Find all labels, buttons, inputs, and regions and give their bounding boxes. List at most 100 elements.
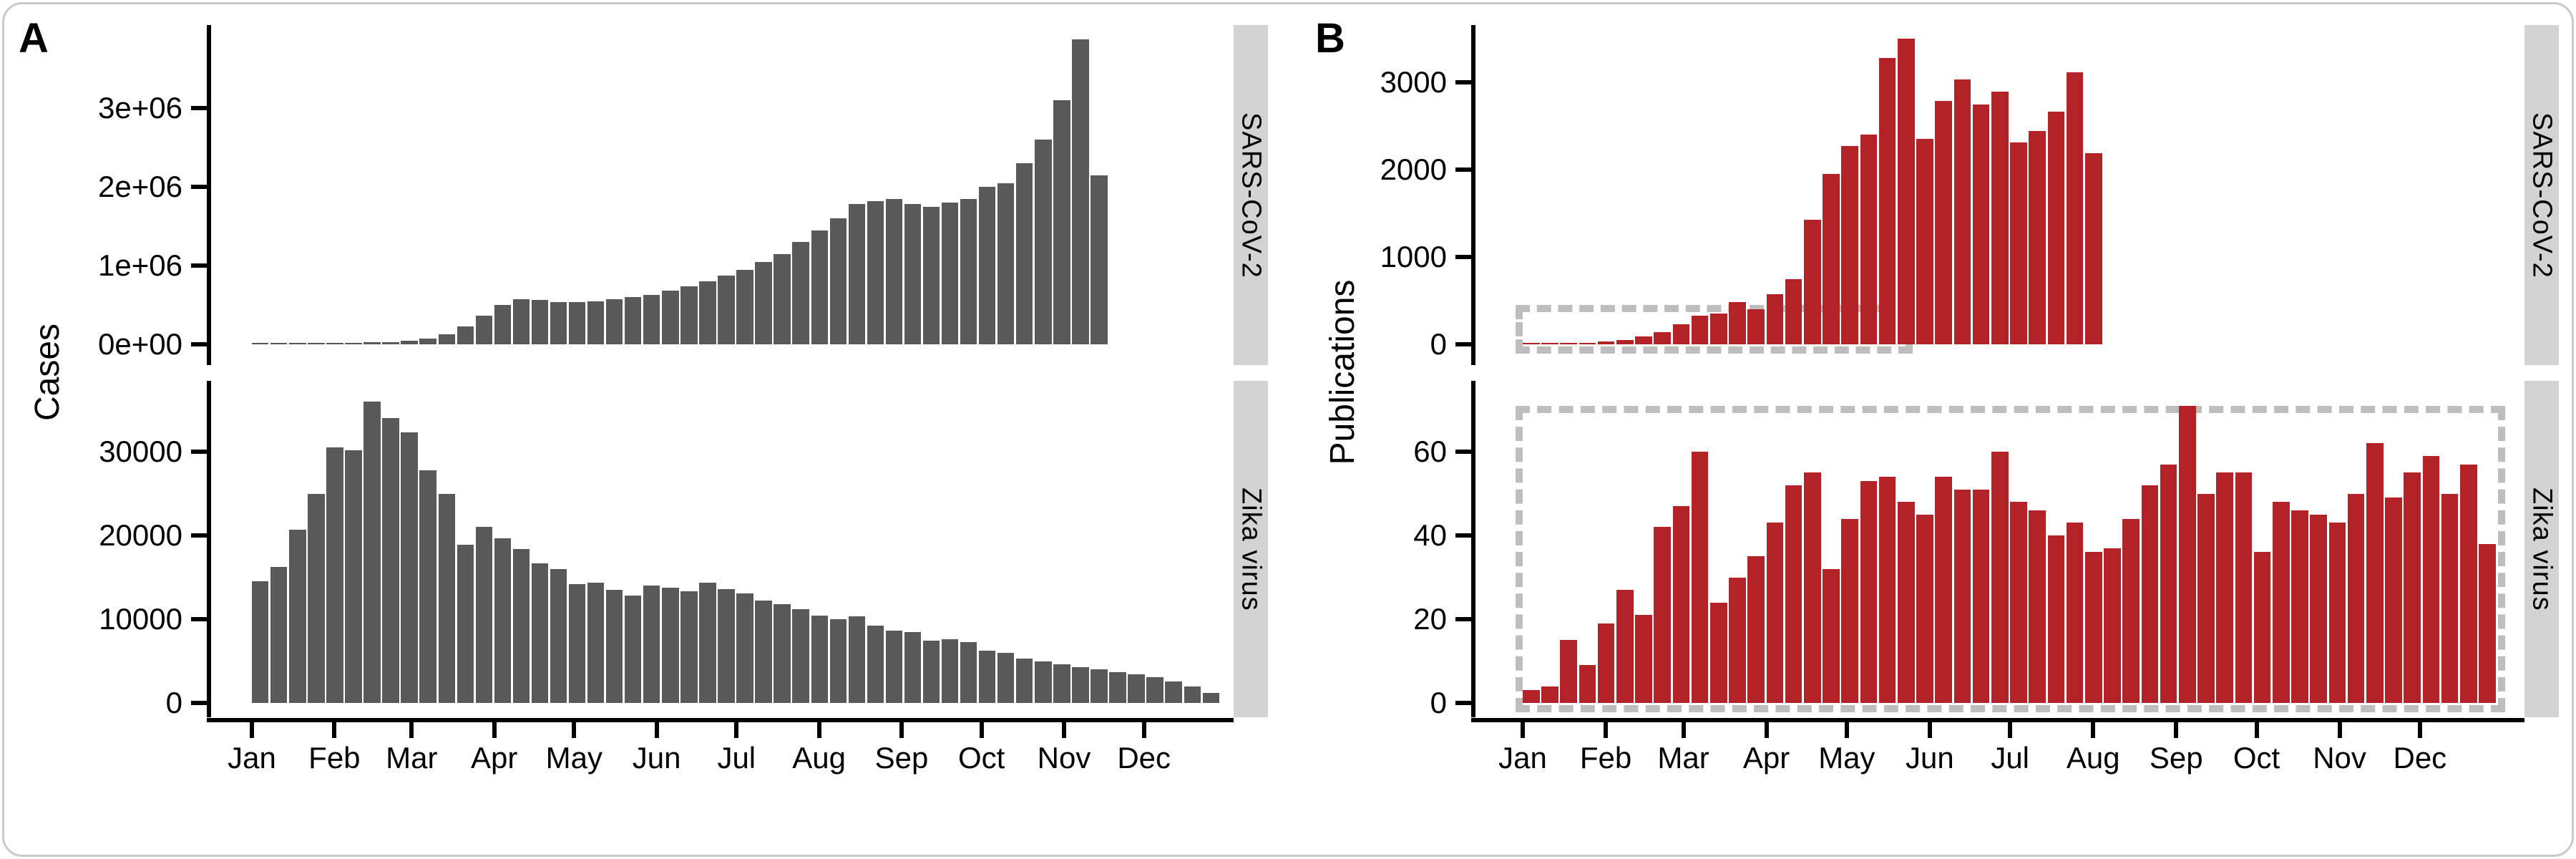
bar-b-zika-virus-week-27 [2010,502,2027,703]
bar-a-sars-cov-2-week-46 [1091,175,1108,344]
bar-a-zika-virus-week-32 [829,619,847,703]
bar-a-sars-cov-2-week-9 [401,341,418,344]
bar-b-sars-cov-2-week-1 [1523,342,1540,344]
bar-a-zika-virus-week-43 [1035,661,1052,703]
bar-a-zika-virus-week-40 [978,651,996,703]
bar-b-sars-cov-2-week-27 [2010,142,2027,344]
x-tick-panel-b-jul [2008,722,2013,738]
bar-a-zika-virus-week-49 [1146,676,1163,703]
bar-a-zika-virus-week-44 [1053,664,1070,703]
y-tick-label-b-sars-cov-2-2000: 2000 [1380,152,1447,186]
y-tick-b-zika-virus-0 [1455,701,1471,705]
bar-a-zika-virus-week-1 [252,581,269,703]
y-tick-label-b-sars-cov-2-3000: 3000 [1380,65,1447,99]
bar-a-sars-cov-2-week-8 [382,341,399,344]
bar-a-zika-virus-week-35 [885,631,903,703]
x-tick-label-panel-a-jul: Jul [717,741,756,775]
bar-a-sars-cov-2-week-7 [364,342,381,344]
bar-a-zika-virus-week-16 [531,563,549,703]
bar-a-sars-cov-2-week-33 [848,204,866,344]
x-tick-label-panel-a-may: May [545,741,602,775]
x-tick-panel-a-nov [1062,722,1067,738]
y-tick-b-sars-cov-2-3000 [1455,80,1471,84]
bar-a-sars-cov-2-week-43 [1035,140,1052,344]
facet-strip-label-b-zika-virus: Zika virus [2527,487,2557,611]
x-tick-label-panel-b-jun: Jun [1906,741,1954,775]
y-tick-label-b-zika-virus-60: 60 [1413,435,1447,468]
bar-a-zika-virus-week-17 [550,568,567,703]
bar-a-zika-virus-week-25 [699,582,716,703]
y-tick-label-a-sars-cov-2-2000000: 2e+06 [98,170,182,203]
bar-a-sars-cov-2-week-34 [867,200,884,344]
bar-a-zika-virus-week-52 [1202,692,1219,703]
x-tick-label-panel-b-dec: Dec [2393,741,2447,775]
bar-b-sars-cov-2-week-17 [1823,174,1840,344]
bar-b-zika-virus-week-21 [1898,502,1915,703]
x-tick-label-panel-a-mar: Mar [386,741,438,775]
bar-b-sars-cov-2-week-10 [1691,315,1709,344]
bar-a-zika-virus-week-22 [643,586,660,703]
bar-b-sars-cov-2-week-13 [1747,309,1765,344]
bar-b-zika-virus-week-8 [1654,527,1671,703]
facet-strip-label-a-sars-cov-2: SARS-CoV-2 [1236,112,1267,278]
bar-b-zika-virus-week-4 [1579,665,1596,703]
bar-b-sars-cov-2-week-9 [1672,324,1690,344]
bar-a-zika-virus-week-15 [512,548,530,703]
bar-b-sars-cov-2-week-31 [2085,152,2102,344]
x-tick-panel-b-sep [2174,722,2179,738]
x-tick-panel-a-feb [332,722,337,738]
bar-a-sars-cov-2-week-45 [1072,39,1089,344]
x-tick-panel-b-nov [2337,722,2342,738]
x-tick-panel-b-aug [2091,722,2096,738]
bar-b-zika-virus-week-52 [2479,543,2496,703]
bar-b-sars-cov-2-week-14 [1766,294,1784,344]
x-tick-panel-a-mar [409,722,414,738]
bar-a-sars-cov-2-week-25 [699,281,716,344]
bar-b-zika-virus-week-28 [2029,510,2046,703]
bar-a-zika-virus-week-14 [494,538,512,703]
bar-a-sars-cov-2-week-21 [625,297,642,344]
bar-a-sars-cov-2-week-41 [997,183,1015,344]
bar-a-sars-cov-2-week-14 [494,305,512,344]
x-tick-label-panel-b-apr: Apr [1742,741,1790,775]
bar-a-sars-cov-2-week-44 [1053,100,1070,344]
bar-a-sars-cov-2-week-38 [941,203,959,344]
x-tick-panel-a-may [572,722,577,738]
bar-b-sars-cov-2-week-11 [1710,314,1727,344]
bar-a-sars-cov-2-week-24 [680,286,698,344]
bar-b-sars-cov-2-week-6 [1616,339,1634,344]
bar-b-zika-virus-week-12 [1729,577,1746,703]
bar-a-sars-cov-2-week-16 [531,300,549,344]
y-tick-a-zika-virus-30000 [191,450,207,454]
bar-b-sars-cov-2-week-19 [1860,135,1878,344]
bar-b-zika-virus-week-47 [2385,498,2402,703]
x-tick-label-panel-a-oct: Oct [958,741,1005,775]
bar-b-sars-cov-2-week-12 [1729,302,1746,344]
y-axis-line-b-zika-virus [1471,381,1475,717]
y-tick-label-b-zika-virus-40: 40 [1413,518,1447,552]
y-tick-label-b-zika-virus-20: 20 [1413,602,1447,636]
bar-b-zika-virus-week-5 [1597,623,1615,703]
bar-b-zika-virus-week-51 [2460,464,2477,703]
y-tick-b-zika-virus-60 [1455,450,1471,454]
bar-a-sars-cov-2-week-30 [792,242,809,344]
bar-a-zika-virus-week-48 [1128,674,1145,703]
y-tick-a-zika-virus-0 [191,701,207,705]
x-tick-panel-a-apr [492,722,497,738]
bar-b-zika-virus-week-23 [1935,477,1952,703]
x-tick-panel-a-jun [654,722,659,738]
bar-a-zika-virus-week-33 [848,616,866,703]
bar-a-sars-cov-2-week-6 [345,342,362,344]
facet-strip-label-a-zika-virus: Zika virus [1236,487,1267,611]
x-tick-label-panel-a-jun: Jun [632,741,681,775]
x-tick-panel-a-jul [734,722,739,738]
y-tick-a-zika-virus-10000 [191,617,207,621]
bar-b-zika-virus-week-50 [2441,493,2459,703]
y-tick-a-sars-cov-2-0 [191,342,207,346]
bar-a-sars-cov-2-week-29 [774,253,791,344]
bar-b-zika-virus-week-45 [2347,493,2365,703]
zoom-indicator-box-b-zika-virus [1515,405,2505,712]
x-axis-line-panel-a [207,718,1234,722]
bar-b-zika-virus-week-11 [1710,602,1727,703]
